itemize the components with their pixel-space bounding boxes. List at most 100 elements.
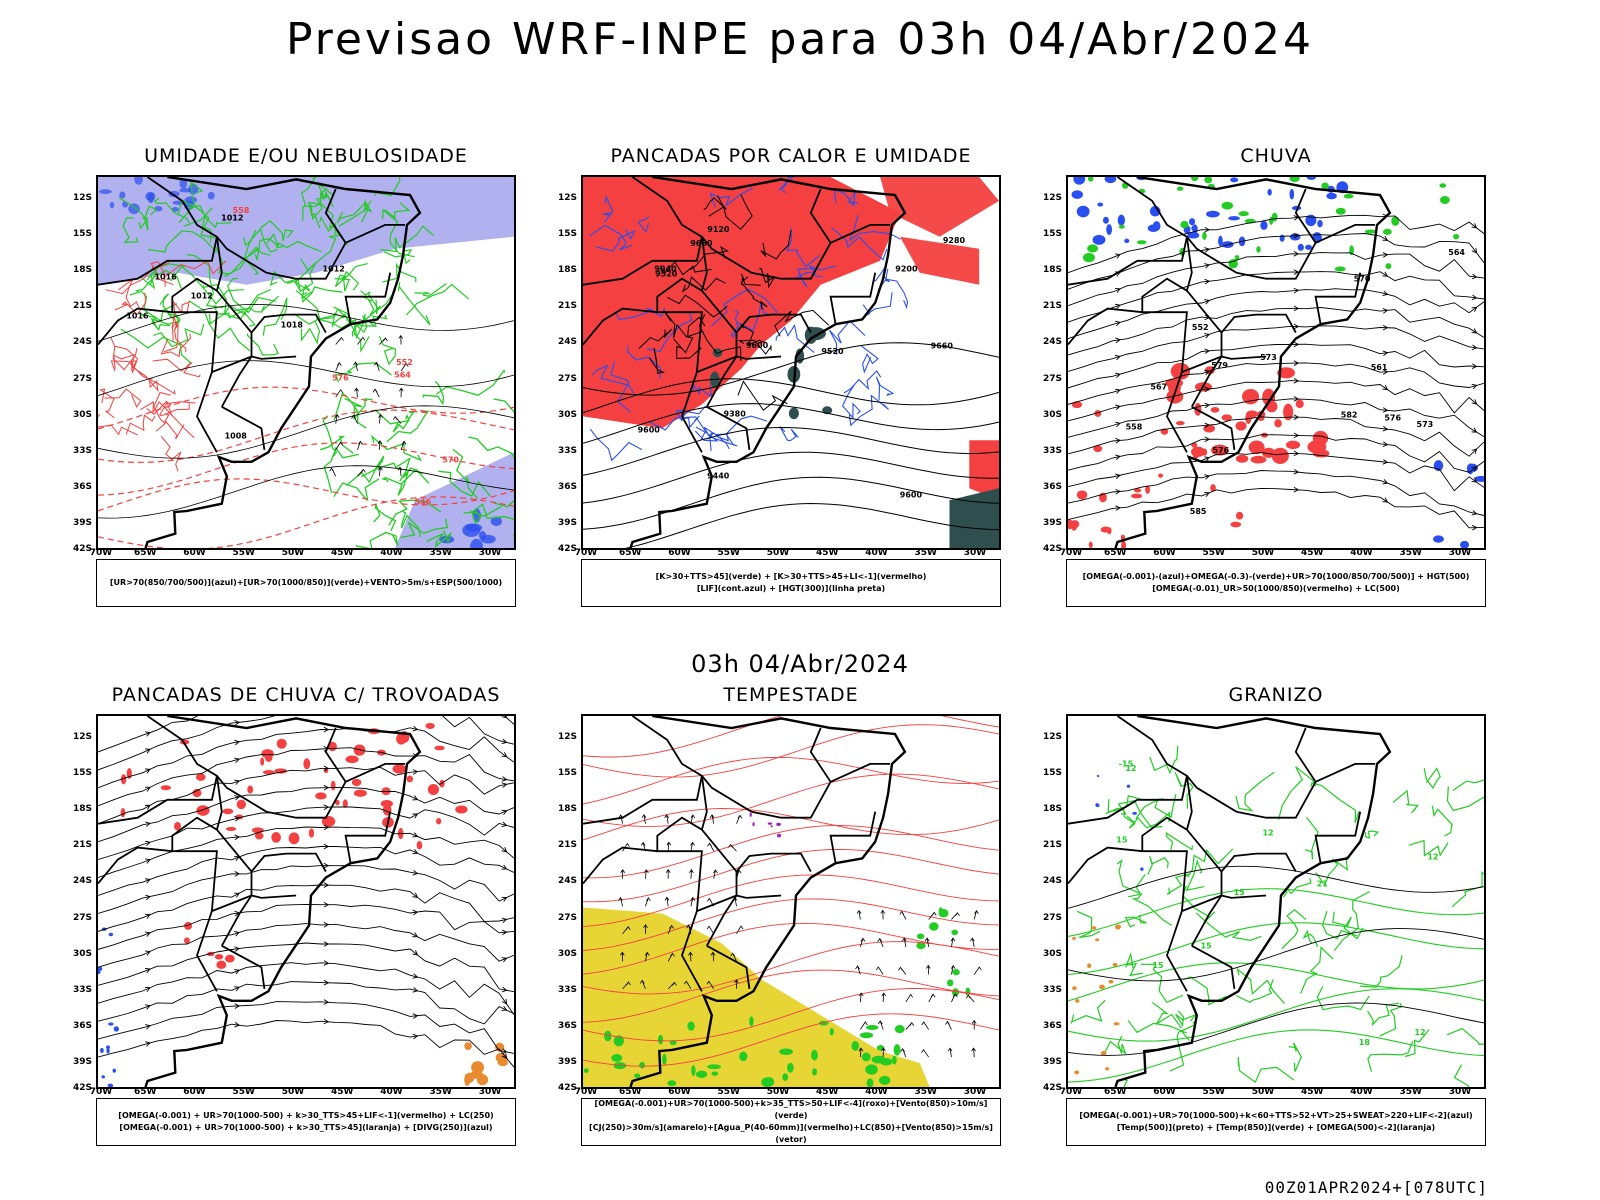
contour-label: 1012 bbox=[191, 291, 213, 300]
lat-tick-label: 12S bbox=[557, 732, 577, 742]
lon-tick-label: 30W bbox=[963, 1087, 987, 1097]
lat-tick-label: 15S bbox=[557, 229, 577, 240]
legend-line: [UR>70(850/700/500)](azul)+[UR>70(1000/8… bbox=[109, 578, 503, 587]
lat-tick-label: 42S bbox=[72, 544, 92, 554]
model-run-label: 00Z01APR2024+[078UTC] bbox=[1264, 1178, 1488, 1197]
lat-tick-label: 36S bbox=[1042, 481, 1062, 492]
contour-label: 9380 bbox=[724, 409, 747, 418]
panel-title: GRANIZO bbox=[1228, 684, 1324, 706]
legend-line: [OMEGA(-0.001)+UR>70(1000-500)+k>35_TTS>… bbox=[594, 1099, 988, 1120]
lon-tick-label: 50W bbox=[766, 1087, 790, 1097]
lat-tick-label: 24S bbox=[557, 337, 577, 348]
legend-box: [OMEGA(-0.001)+UR>70(1000-500)+k>35_TTS>… bbox=[581, 1098, 1001, 1146]
legend-line: [OMEGA(-0.01)_UR>50(1000/850)(vermelho) … bbox=[1152, 584, 1400, 593]
lon-tick-label: 65W bbox=[134, 548, 157, 558]
lat-tick-label: 15S bbox=[72, 768, 92, 779]
lat-tick-label: 12S bbox=[557, 193, 577, 203]
map-chuva: 585 582 579 576 573 570 567 564 561 558 552 576 573 bbox=[1066, 175, 1486, 550]
panel-umidade: UMIDADE E/OU NEBULOSIDADE 1012 1016 1018 101… bbox=[73, 145, 516, 615]
contour-label: 579 bbox=[1211, 361, 1228, 370]
lat-tick-label: 33S bbox=[72, 984, 92, 995]
lat-tick-label: 24S bbox=[1042, 337, 1062, 348]
legend-line: [OMEGA(-0.001) + UR>70(1000-500) + k>30_… bbox=[118, 1111, 494, 1120]
map-granizo: 15 15 15 12 15 12 12 -15 12 21 18 bbox=[1066, 714, 1486, 1089]
panel-granizo: GRANIZO 15 15 15 12 15 12 12 -15 12 21 18 12S 15S 18S 2… bbox=[1043, 684, 1486, 1154]
lat-tick-label: 21S bbox=[72, 840, 92, 851]
lat-tick-label: 27S bbox=[1042, 373, 1062, 384]
lat-tick-label: 30S bbox=[1042, 948, 1062, 959]
lon-tick-label: 35W bbox=[1399, 548, 1422, 558]
panel-chuva: CHUVA 585 582 579 576 573 570 567 564 561 558 552 57… bbox=[1043, 145, 1486, 615]
page-title: Previsao WRF-INPE para 03h 04/Abr/2024 bbox=[285, 14, 1314, 65]
lat-tick-label: 18S bbox=[72, 804, 92, 815]
lon-tick-label: 35W bbox=[914, 1087, 937, 1097]
lon-tick-label: 70W bbox=[89, 548, 113, 558]
map-umidade: 1012 1016 1018 1012 1008 1012 1016 576 570 564 558… bbox=[96, 175, 516, 550]
lon-tick-label: 30W bbox=[478, 1087, 502, 1097]
contour-label: 564 bbox=[394, 370, 411, 379]
legend-line: [OMEGA(-0.001)-(azul)+OMEGA(-0.3)-(verde… bbox=[1082, 572, 1470, 581]
contour-label: 1012 bbox=[221, 214, 243, 223]
contour-label: 12 bbox=[1125, 764, 1136, 773]
contour-label: 9280 bbox=[943, 236, 966, 245]
lat-tick-label: 30S bbox=[72, 948, 92, 959]
lon-tick-label: 55W bbox=[232, 548, 255, 558]
lat-tick-label: 27S bbox=[72, 912, 92, 923]
lat-tick-label: 33S bbox=[557, 984, 577, 995]
map-canvas: 1012 1016 1018 1012 1008 1012 1016 576 570 564 558… bbox=[98, 177, 514, 548]
map-pancadas-calor: 9680 9660 9600 9600 9600 9520 9520 9440 9380 9280… bbox=[581, 175, 1001, 550]
lat-tick-label: 33S bbox=[1042, 984, 1062, 995]
contour-label: 9600 bbox=[638, 426, 661, 435]
contour-label: 552 bbox=[396, 358, 413, 367]
lat-tick-label: 36S bbox=[72, 1020, 92, 1031]
lon-tick-label: 55W bbox=[717, 1087, 740, 1097]
contour-label: 558 bbox=[1126, 423, 1143, 432]
lat-tick-label: 39S bbox=[72, 1056, 92, 1067]
lat-tick-label: 24S bbox=[557, 876, 577, 887]
contour-label: 561 bbox=[1371, 363, 1388, 372]
lon-tick-label: 50W bbox=[281, 1087, 305, 1097]
lon-tick-label: 30W bbox=[1448, 548, 1472, 558]
contour-label: 9520 bbox=[821, 347, 844, 356]
contour-label: 9520 bbox=[655, 270, 678, 279]
lat-tick-label: 21S bbox=[72, 301, 92, 312]
lat-tick-label: 12S bbox=[72, 732, 92, 742]
lon-tick-label: 55W bbox=[1202, 1087, 1225, 1097]
contour-label: 18 bbox=[1359, 1038, 1371, 1047]
panel-pancadas-trovoadas: PANCADAS DE CHUVA C/ TROVOADAS 12S 15S 18S 2… bbox=[73, 684, 516, 1154]
legend-box: [OMEGA(-0.001) + UR>70(1000-500) + k>30_… bbox=[96, 1098, 516, 1146]
contour-label: 9040 bbox=[654, 265, 677, 274]
lon-tick-label: 65W bbox=[1104, 548, 1127, 558]
lat-tick-label: 36S bbox=[72, 481, 92, 492]
lat-tick-label: 30S bbox=[72, 409, 92, 420]
lon-tick-label: 45W bbox=[816, 1087, 839, 1097]
lat-tick-label: 15S bbox=[1042, 229, 1062, 240]
lon-tick-label: 65W bbox=[619, 1087, 642, 1097]
lat-tick-label: 30S bbox=[557, 409, 577, 420]
contour-label: 15 bbox=[1234, 888, 1246, 897]
legend-line: [K>30+TTS>45](verde) + [K>30+TTS>45+LI<-… bbox=[655, 572, 927, 581]
lon-tick-label: 40W bbox=[380, 548, 403, 558]
panel-title: UMIDADE E/OU NEBULOSIDADE bbox=[144, 145, 468, 167]
lon-tick-label: 40W bbox=[865, 548, 888, 558]
contour-label: 564 bbox=[1448, 248, 1465, 257]
contour-label: 15 bbox=[1152, 961, 1164, 970]
contour-label: 1016 bbox=[126, 311, 149, 320]
lat-tick-label: 27S bbox=[72, 373, 92, 384]
lon-tick-label: 65W bbox=[134, 1087, 157, 1097]
contour-label: 546 bbox=[415, 498, 432, 507]
lat-tick-label: 36S bbox=[557, 1020, 577, 1031]
lon-tick-label: 60W bbox=[668, 548, 691, 558]
lat-tick-label: 21S bbox=[557, 840, 577, 851]
panel-pancadas-calor: PANCADAS POR CALOR E UMIDADE 9680 9660 9600… bbox=[558, 145, 1001, 615]
lat-tick-label: 18S bbox=[1042, 804, 1062, 815]
lon-tick-label: 35W bbox=[914, 548, 937, 558]
map-canvas: 9680 9660 9600 9600 9600 9520 9520 9440 9380 9280… bbox=[583, 177, 999, 548]
lon-tick-label: 65W bbox=[619, 548, 642, 558]
lat-tick-label: 24S bbox=[72, 337, 92, 348]
lon-tick-label: 55W bbox=[717, 548, 740, 558]
lon-tick-label: 40W bbox=[380, 1087, 403, 1097]
contour-label: 576 bbox=[332, 374, 349, 383]
lon-tick-label: 70W bbox=[574, 1087, 598, 1097]
